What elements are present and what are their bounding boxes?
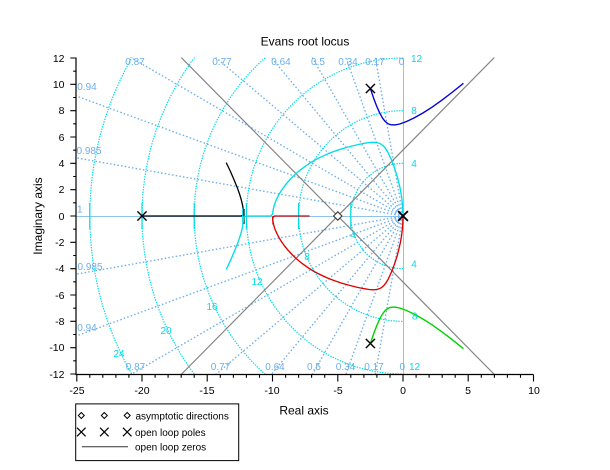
svg-text:0.5: 0.5 xyxy=(311,57,325,68)
svg-text:8: 8 xyxy=(59,105,65,117)
svg-text:10: 10 xyxy=(53,79,65,91)
svg-text:12: 12 xyxy=(251,277,263,288)
svg-text:open loop zeros: open loop zeros xyxy=(135,443,206,454)
svg-text:0: 0 xyxy=(400,362,406,373)
svg-text:-8: -8 xyxy=(55,316,64,328)
svg-text:2: 2 xyxy=(59,184,65,196)
svg-text:4: 4 xyxy=(411,260,417,271)
svg-text:0.87: 0.87 xyxy=(126,362,146,373)
svg-text:-25: -25 xyxy=(69,385,84,397)
svg-text:0.64: 0.64 xyxy=(271,57,291,68)
svg-text:0: 0 xyxy=(399,57,405,68)
svg-text:-2: -2 xyxy=(55,237,64,249)
svg-text:0.17: 0.17 xyxy=(364,362,384,373)
svg-text:10: 10 xyxy=(528,385,540,397)
svg-text:0.94: 0.94 xyxy=(77,323,97,334)
svg-text:0.77: 0.77 xyxy=(211,362,231,373)
svg-text:0.17: 0.17 xyxy=(365,57,385,68)
svg-text:asymptotic directions: asymptotic directions xyxy=(136,411,229,422)
svg-text:8: 8 xyxy=(411,106,417,117)
svg-text:16: 16 xyxy=(206,302,218,313)
svg-text:24: 24 xyxy=(113,349,125,360)
svg-text:-12: -12 xyxy=(49,369,64,381)
svg-text:0.34: 0.34 xyxy=(338,57,358,68)
svg-text:Evans root locus: Evans root locus xyxy=(261,35,350,49)
svg-text:0.64: 0.64 xyxy=(265,362,285,373)
svg-text:20: 20 xyxy=(160,326,172,337)
svg-text:Imaginary axis: Imaginary axis xyxy=(31,177,45,254)
svg-text:-4: -4 xyxy=(55,263,64,275)
svg-text:0.94: 0.94 xyxy=(77,82,97,93)
svg-text:-20: -20 xyxy=(134,385,149,397)
svg-text:12: 12 xyxy=(411,54,423,65)
svg-text:8: 8 xyxy=(304,252,310,263)
svg-text:0.77: 0.77 xyxy=(212,57,232,68)
svg-text:0: 0 xyxy=(59,211,65,223)
svg-text:8: 8 xyxy=(412,312,418,323)
svg-text:4: 4 xyxy=(59,158,65,170)
svg-text:-15: -15 xyxy=(199,385,214,397)
svg-text:-10: -10 xyxy=(49,342,64,354)
svg-text:4: 4 xyxy=(350,230,356,241)
svg-text:4: 4 xyxy=(411,159,417,170)
svg-text:0.985: 0.985 xyxy=(77,262,102,273)
svg-text:open loop poles: open loop poles xyxy=(135,428,206,439)
svg-text:-5: -5 xyxy=(333,385,342,397)
svg-text:0.87: 0.87 xyxy=(125,57,145,68)
svg-text:5: 5 xyxy=(465,385,471,397)
svg-text:-6: -6 xyxy=(55,290,64,302)
svg-text:0.34: 0.34 xyxy=(336,362,356,373)
svg-text:12: 12 xyxy=(409,362,421,373)
svg-text:12: 12 xyxy=(53,53,65,65)
svg-text:1: 1 xyxy=(77,205,83,216)
svg-text:Real axis: Real axis xyxy=(279,403,328,417)
svg-text:6: 6 xyxy=(59,132,65,144)
svg-text:0.5: 0.5 xyxy=(307,362,321,373)
svg-text:0: 0 xyxy=(400,385,406,397)
svg-text:0.985: 0.985 xyxy=(76,146,101,157)
svg-text:-10: -10 xyxy=(264,385,279,397)
